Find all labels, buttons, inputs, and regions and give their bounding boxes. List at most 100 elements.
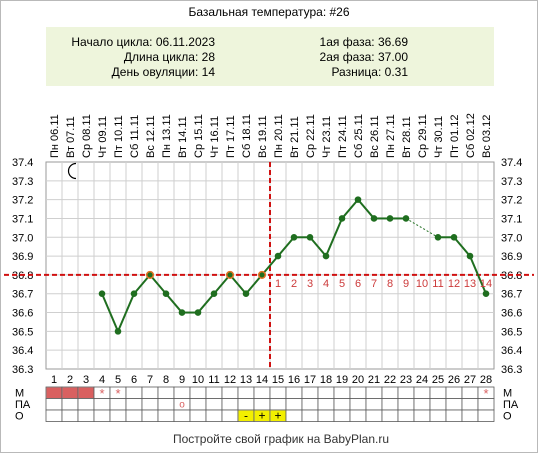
indicator-cell[interactable]	[317, 398, 335, 411]
indicator-cell[interactable]	[253, 386, 271, 399]
indicator-cell[interactable]	[77, 398, 95, 411]
indicator-cell[interactable]	[205, 386, 223, 399]
cycle-day-label: 4	[99, 374, 105, 386]
indicator-cell[interactable]	[461, 386, 479, 399]
indicator-cell[interactable]	[157, 386, 175, 399]
indicator-cell[interactable]	[157, 398, 175, 411]
indicator-cell[interactable]	[381, 409, 399, 422]
indicator-cell[interactable]	[429, 409, 447, 422]
y-tick-label-right: 37.0	[501, 232, 522, 244]
indicator-cell[interactable]	[397, 409, 415, 422]
indicator-cell[interactable]	[77, 409, 95, 422]
series-segment	[213, 274, 231, 295]
indicator-cell[interactable]	[301, 386, 319, 399]
indicator-cell[interactable]	[125, 398, 143, 411]
post-ovulation-day: 10	[416, 278, 428, 290]
indicator-cell[interactable]	[141, 398, 159, 411]
indicator-cell[interactable]	[141, 386, 159, 399]
post-ovulation-day: 3	[307, 278, 313, 290]
indicator-cell[interactable]	[93, 409, 111, 422]
indicator-cell[interactable]	[397, 398, 415, 411]
indicator-cell[interactable]	[349, 398, 367, 411]
indicator-cell[interactable]	[301, 398, 319, 411]
indicator-cell[interactable]	[221, 409, 239, 422]
indicator-cell[interactable]	[189, 409, 207, 422]
post-ovulation-day: 7	[371, 278, 377, 290]
indicator-cell[interactable]	[109, 409, 127, 422]
indicator-cell[interactable]	[445, 386, 463, 399]
y-tick-label-left: 37.1	[12, 213, 33, 225]
indicator-cell[interactable]	[285, 386, 303, 399]
indicator-cell[interactable]	[269, 386, 287, 399]
indicator-cell[interactable]	[205, 398, 223, 411]
indicator-cell[interactable]	[125, 386, 143, 399]
indicator-cell[interactable]	[45, 398, 63, 411]
indicator-cell[interactable]	[141, 409, 159, 422]
post-ovulation-day: 5	[339, 278, 345, 290]
indicator-cell[interactable]	[413, 398, 431, 411]
series-segment	[453, 236, 471, 257]
indicator-cell[interactable]	[365, 398, 383, 411]
indicator-cell[interactable]	[365, 386, 383, 399]
date-label: Вс 26.11	[369, 115, 381, 158]
indicator-cell[interactable]	[381, 386, 399, 399]
indicator-cell[interactable]	[349, 409, 367, 422]
indicator-cell[interactable]	[285, 409, 303, 422]
y-axis-ticks: 37.4 37.4 37.3 37.3 37.2 37.2 37.1 37.1 37.0 37.0…	[12, 157, 522, 376]
indicator-cell[interactable]	[397, 386, 415, 399]
indicator-cell[interactable]	[413, 386, 431, 399]
data-point	[402, 215, 410, 222]
indicator-cell[interactable]	[61, 409, 79, 422]
date-label: Ср 08.11	[81, 114, 93, 158]
data-point	[114, 328, 122, 335]
indicator-cell[interactable]	[445, 409, 463, 422]
cycle-day-label: 2	[67, 374, 73, 386]
cycle-length: Длина цикла: 28	[124, 50, 215, 64]
date-label: Ср 15.11	[193, 114, 205, 158]
indicator-cell[interactable]	[461, 398, 479, 411]
indicator-cell[interactable]	[173, 409, 191, 422]
indicator-cell[interactable]	[461, 409, 479, 422]
indicator-cell[interactable]	[61, 398, 79, 411]
y-tick-label-left: 37.0	[12, 232, 33, 244]
series-segment	[197, 293, 215, 314]
y-tick-label-right: 37.2	[501, 195, 522, 207]
indicator-cell[interactable]	[173, 386, 191, 399]
indicator-cell[interactable]	[45, 409, 63, 422]
indicator-cell[interactable]	[333, 386, 351, 399]
data-point	[322, 252, 330, 260]
indicator-cell[interactable]	[477, 409, 495, 422]
footer-link[interactable]: Постройте свой график на BabyPlan.ru	[173, 432, 389, 446]
indicator-cell[interactable]	[205, 409, 223, 422]
indicator-cell[interactable]	[221, 386, 239, 399]
y-tick-label-left: 36.6	[12, 308, 33, 320]
indicator-cell[interactable]	[413, 409, 431, 422]
indicator-cell[interactable]	[429, 386, 447, 399]
indicator-cell[interactable]	[317, 386, 335, 399]
phase-difference: Разница: 0.31	[331, 65, 408, 79]
cycle-day-label: 25	[432, 374, 444, 386]
indicator-cell[interactable]	[333, 398, 351, 411]
indicator-cell[interactable]	[125, 409, 143, 422]
indicator-cell[interactable]	[349, 386, 367, 399]
y-tick-label-right: 37.4	[501, 157, 522, 169]
indicator-cell[interactable]	[221, 398, 239, 411]
indicator-cell[interactable]	[333, 409, 351, 422]
indicator-cell[interactable]	[365, 409, 383, 422]
series-segment	[101, 293, 119, 332]
date-label: Пт 17.11	[225, 115, 237, 158]
indicator-cell[interactable]	[157, 409, 175, 422]
date-label: Вт 14.11	[177, 116, 189, 158]
indicator-cell[interactable]	[285, 398, 303, 411]
indicator-cell[interactable]	[189, 398, 207, 411]
indicator-cell[interactable]	[317, 409, 335, 422]
data-point	[257, 270, 267, 279]
indicator-cell[interactable]	[301, 409, 319, 422]
indicator-cell[interactable]	[445, 398, 463, 411]
cycle-day-label: 21	[368, 374, 380, 386]
indicator-cell[interactable]	[189, 386, 207, 399]
indicator-cell[interactable]	[429, 398, 447, 411]
row-label-left: ПА	[15, 399, 31, 411]
indicator-cell[interactable]	[381, 398, 399, 411]
indicator-cell[interactable]	[237, 386, 255, 399]
